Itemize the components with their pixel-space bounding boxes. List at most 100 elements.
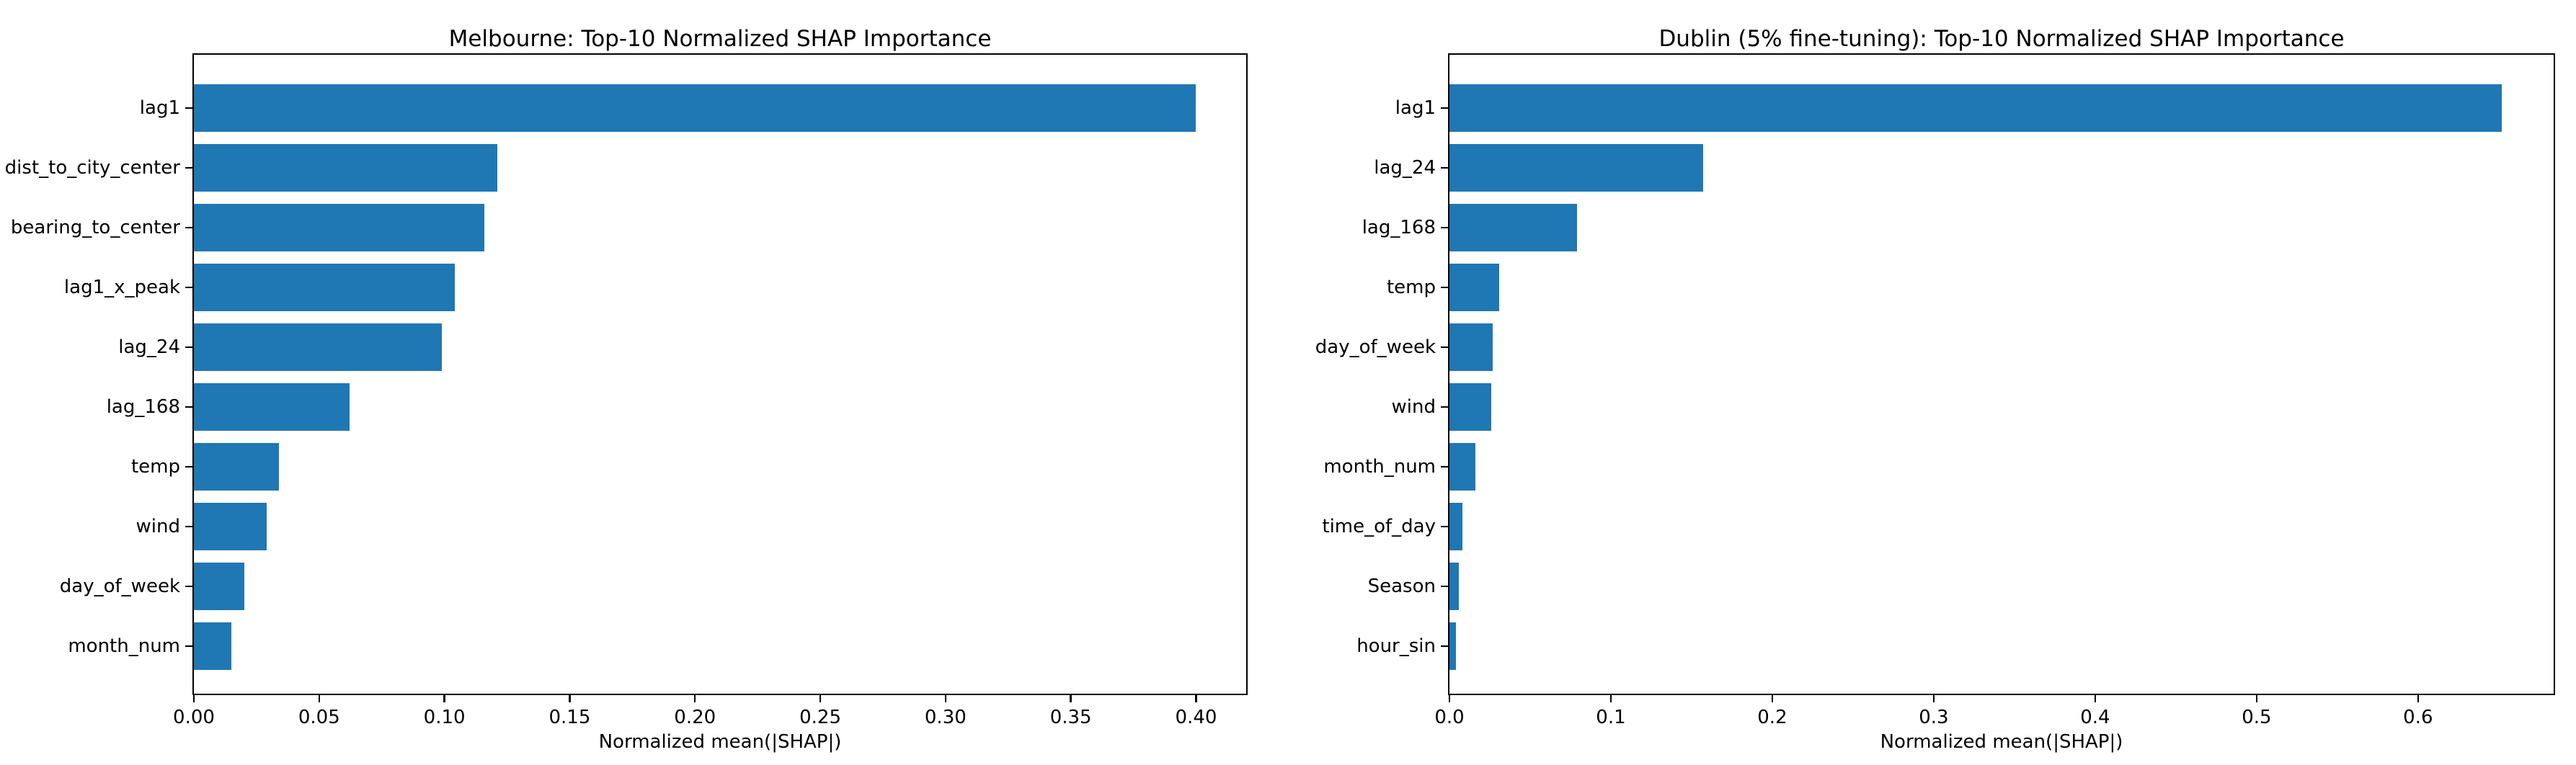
y-tick-mark — [1441, 286, 1449, 289]
x-tick-mark — [318, 694, 321, 702]
y-tick-mark — [185, 346, 194, 349]
bar-month_num — [1449, 443, 1475, 491]
y-tick-label: lag1_x_peak — [63, 277, 180, 298]
y-tick-mark — [1441, 406, 1449, 408]
x-tick-label: 0.5 — [2242, 707, 2272, 728]
y-tick-label: wind — [1391, 396, 1436, 418]
x-tick-mark — [2094, 694, 2097, 702]
y-tick-label: day_of_week — [59, 576, 180, 597]
y-tick-mark — [1441, 585, 1449, 588]
y-tick-label: bearing_to_center — [10, 217, 180, 238]
y-tick-mark — [185, 286, 194, 289]
bar-day_of_week — [194, 563, 244, 610]
bar-lag_168 — [194, 383, 350, 431]
y-tick-label: lag_24 — [118, 336, 180, 358]
x-tick-mark — [693, 694, 696, 702]
x-axis-label: Normalized mean(|SHAP|) — [1880, 731, 2123, 753]
x-tick-label: 0.00 — [173, 707, 215, 728]
y-tick-mark — [185, 166, 194, 169]
y-tick-mark — [1441, 645, 1449, 648]
x-tick-mark — [819, 694, 822, 702]
x-tick-mark — [944, 694, 947, 702]
x-tick-label: 0.1 — [1596, 707, 1626, 728]
bar-wind — [194, 503, 267, 550]
bar-hour_sin — [1449, 622, 1456, 670]
x-tick-label: 0.3 — [1919, 707, 1949, 728]
x-tick-mark — [2255, 694, 2258, 702]
bar-lag1 — [1449, 84, 2502, 132]
bar-lag_24 — [1449, 144, 1703, 192]
y-tick-mark — [185, 585, 194, 588]
y-tick-mark — [1441, 465, 1449, 468]
y-tick-mark — [185, 525, 194, 528]
x-tick-label: 0.2 — [1757, 707, 1787, 728]
x-tick-label: 0.20 — [674, 707, 716, 728]
bar-lag1_x_peak — [194, 264, 455, 311]
y-tick-mark — [185, 107, 194, 109]
x-tick-label: 0.40 — [1175, 707, 1217, 728]
bar-month_num — [194, 622, 232, 670]
x-tick-mark — [1609, 694, 1612, 702]
chart-title: Dublin (5% fine-tuning): Top-10 Normaliz… — [1658, 26, 2345, 52]
chart-title: Melbourne: Top-10 Normalized SHAP Import… — [448, 26, 992, 52]
x-tick-label: 0.35 — [1049, 707, 1092, 728]
bar-wind — [1449, 383, 1492, 431]
y-tick-mark — [1441, 166, 1449, 169]
bar-temp — [1449, 264, 1500, 311]
x-tick-mark — [1448, 694, 1451, 702]
y-tick-label: month_num — [1323, 456, 1436, 478]
y-tick-label: dist_to_city_center — [4, 157, 180, 179]
bar-bearing_to_center — [194, 204, 485, 251]
bar-dist_to_city_center — [194, 144, 497, 192]
x-tick-mark — [2417, 694, 2420, 702]
bar-lag_168 — [1449, 204, 1577, 251]
y-tick-label: hour_sin — [1356, 635, 1436, 657]
y-tick-label: lag1 — [139, 97, 180, 119]
x-tick-mark — [1070, 694, 1072, 702]
y-tick-mark — [185, 645, 194, 648]
y-tick-mark — [1441, 346, 1449, 349]
bar-time_of_day — [1449, 503, 1462, 550]
x-tick-label: 0.0 — [1434, 707, 1465, 728]
x-axis-label: Normalized mean(|SHAP|) — [598, 731, 842, 753]
y-tick-label: lag_24 — [1374, 157, 1436, 179]
y-tick-mark — [185, 465, 194, 468]
y-tick-label: lag1 — [1395, 97, 1436, 119]
x-tick-mark — [1771, 694, 1774, 702]
bar-lag_24 — [194, 323, 443, 371]
bar-Season — [1449, 563, 1460, 610]
x-tick-label: 0.10 — [423, 707, 466, 728]
x-tick-mark — [569, 694, 571, 702]
y-tick-mark — [185, 226, 194, 229]
x-tick-label: 0.6 — [2403, 707, 2433, 728]
x-tick-label: 0.30 — [924, 707, 967, 728]
y-tick-label: Season — [1367, 576, 1436, 597]
bar-temp — [194, 443, 280, 491]
bar-day_of_week — [1449, 323, 1493, 371]
bar-lag1 — [194, 84, 1196, 132]
x-tick-mark — [1932, 694, 1935, 702]
y-tick-label: wind — [136, 516, 180, 537]
plot-area — [192, 53, 1248, 695]
x-tick-mark — [192, 694, 195, 702]
y-tick-label: temp — [1386, 277, 1436, 298]
y-tick-label: lag_168 — [106, 396, 180, 418]
x-tick-label: 0.15 — [548, 707, 591, 728]
y-tick-mark — [1441, 107, 1449, 109]
y-tick-label: time_of_day — [1322, 516, 1436, 537]
x-tick-label: 0.05 — [298, 707, 340, 728]
y-tick-label: lag_168 — [1362, 217, 1436, 238]
y-tick-mark — [1441, 525, 1449, 528]
y-tick-label: day_of_week — [1315, 336, 1436, 358]
y-tick-label: temp — [130, 456, 180, 478]
y-tick-label: month_num — [68, 635, 180, 657]
x-tick-mark — [443, 694, 445, 702]
x-tick-label: 0.25 — [799, 707, 841, 728]
x-tick-mark — [1195, 694, 1197, 702]
y-tick-mark — [185, 406, 194, 408]
y-tick-mark — [1441, 226, 1449, 229]
plot-area — [1448, 53, 2555, 695]
